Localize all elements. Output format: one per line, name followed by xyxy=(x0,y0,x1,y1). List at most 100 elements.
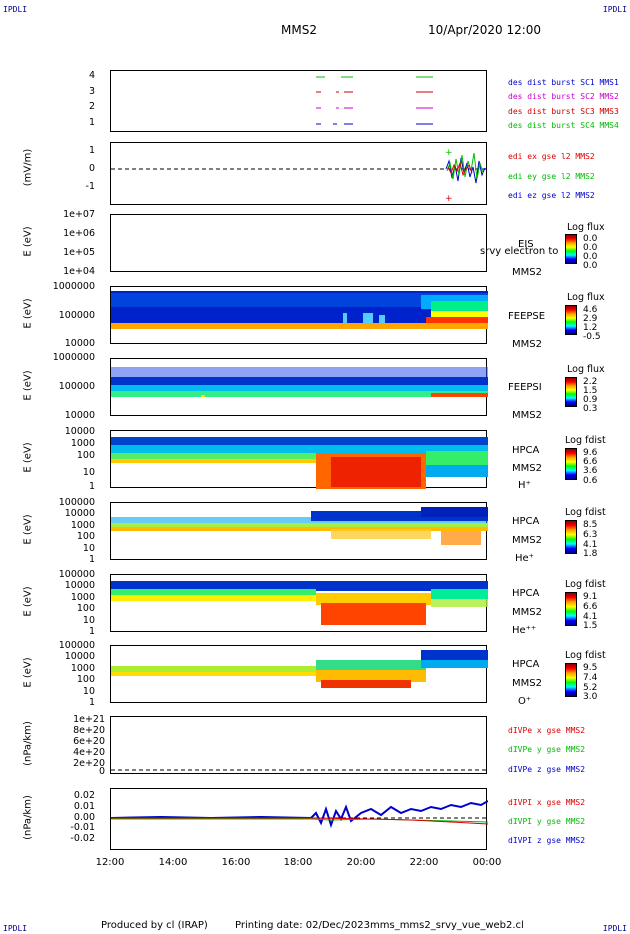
panel-feepse xyxy=(110,286,488,344)
corner-label-bottom-right: IPDLI xyxy=(602,924,627,933)
feepse-colorbar xyxy=(565,305,577,335)
hpca-h-colorbar-value: 9.6 xyxy=(583,448,598,458)
hpca-o-colorbar xyxy=(565,663,577,697)
hpca-h-ytick: 100 xyxy=(76,450,95,461)
hpca-h-species: H⁺ xyxy=(518,480,531,491)
hpca-he-species: He⁺ xyxy=(515,553,534,564)
burst-legend: des dist burst SC3 MMS3 xyxy=(508,107,619,116)
hpca-hepp-spacecraft: MMS2 xyxy=(512,607,542,618)
burst-ytick: 4 xyxy=(88,70,95,81)
hpca-hepp-ytick: 1 xyxy=(88,626,95,637)
hpca-h-ytick: 1000 xyxy=(70,438,95,449)
divpe-legend: dIVPe x gse MMS2 xyxy=(508,726,586,735)
hpca-o-ytick: 10000 xyxy=(64,651,95,662)
footer-producer: Produced by cl (IRAP) xyxy=(101,920,208,931)
x-tick-label: 12:00 xyxy=(95,857,125,868)
feepse-ytick: 10000 xyxy=(64,338,95,349)
hpca-h-colorbar-title: Log fdist xyxy=(565,435,606,446)
hpca-o-spectrogram xyxy=(111,650,488,688)
burst-ytick: 2 xyxy=(88,101,95,112)
feepsi-colorbar xyxy=(565,377,577,407)
hpca-o-colorbar-value: 7.4 xyxy=(583,673,598,683)
hpca-hepp-ytick: 10000 xyxy=(64,580,95,591)
corner-label-top-right: IPDLI xyxy=(602,5,627,14)
eis-ytick: 1e+07 xyxy=(63,209,95,220)
edi-legend: edi ey gse l2 MMS2 xyxy=(508,172,595,181)
divpi-legend: dIVPI z gse MMS2 xyxy=(508,836,586,845)
hpca-h-colorbar-value: 3.6 xyxy=(583,466,598,476)
feepsi-colorbar-value: 1.5 xyxy=(583,386,598,396)
hpca-o-ytick: 10 xyxy=(82,686,95,697)
hpca-hepp-colorbar-value: 6.6 xyxy=(583,602,598,612)
divpi-legend: dIVPI y gse MMS2 xyxy=(508,817,586,826)
feepsi-ytick: 10000 xyxy=(64,410,95,421)
hpca-he-ytick: 1000 xyxy=(70,520,95,531)
eis-colorbar-value: 0.0 xyxy=(583,243,598,253)
hpca-o-spacecraft: MMS2 xyxy=(512,678,542,689)
divpe-ytick: 8e+20 xyxy=(73,725,105,736)
hpca-h-ylabel: E (eV) xyxy=(22,442,34,473)
eis-colorbar xyxy=(565,234,577,264)
panel-hpca-hepp xyxy=(110,574,488,632)
hpca-hepp-ytick: 10 xyxy=(82,615,95,626)
eis-instrument: EIS xyxy=(518,239,534,250)
feepse-ytick: 100000 xyxy=(58,310,95,321)
divpe-ytick: 4e+20 xyxy=(73,747,105,758)
feepsi-ytick: 100000 xyxy=(58,381,95,392)
hpca-hepp-ytick: 100 xyxy=(76,603,95,614)
hpca-h-colorbar-value: 0.6 xyxy=(583,476,598,486)
divpi-ytick: -0.01 xyxy=(70,822,95,833)
feepse-spectrogram xyxy=(111,291,488,329)
feepse-colorbar-value: 1.2 xyxy=(583,323,598,333)
hpca-o-colorbar-value: 3.0 xyxy=(583,692,598,702)
x-tick-label: 16:00 xyxy=(221,857,251,868)
burst-legend: des dist burst SC2 MMS2 xyxy=(508,92,619,101)
divpe-ytick: 6e+20 xyxy=(73,736,105,747)
eis-colorbar-value: 0.0 xyxy=(583,234,598,244)
divpi-ytick: 0.00 xyxy=(73,812,95,823)
eis-colorbar-value: 0.0 xyxy=(583,261,598,271)
hpca-he-colorbar-value: 4.1 xyxy=(583,540,598,550)
feepsi-ytick: 1000000 xyxy=(52,352,95,363)
divpe-legend: dIVPe z gse MMS2 xyxy=(508,765,586,774)
eis-colorbar-value: 0.0 xyxy=(583,252,598,262)
feepsi-ylabel: E (eV) xyxy=(22,370,34,401)
edi-ylabel: (mV/m) xyxy=(22,148,34,187)
hpca-he-ytick: 10000 xyxy=(64,508,95,519)
hpca-he-spacecraft: MMS2 xyxy=(512,535,542,546)
hpca-he-colorbar-title: Log fdist xyxy=(565,507,606,518)
x-tick-label: 18:00 xyxy=(283,857,313,868)
burst-plot xyxy=(316,76,433,125)
eis-ytick: 1e+04 xyxy=(63,266,95,277)
hpca-o-ytick: 100 xyxy=(76,674,95,685)
hpca-o-colorbar-value: 5.2 xyxy=(583,683,598,693)
hpca-he-colorbar-value: 8.5 xyxy=(583,520,598,530)
panel-eis xyxy=(110,214,487,272)
eis-ytick: 1e+05 xyxy=(63,247,95,258)
hpca-hepp-instrument: HPCA xyxy=(512,588,540,599)
footer-printing-date: Printing date: 02/Dec/2023 xyxy=(235,920,371,931)
hpca-h-spacecraft: MMS2 xyxy=(512,463,542,474)
hpca-hepp-colorbar-value: 4.1 xyxy=(583,612,598,622)
burst-legend: des dist burst SC4 MMS4 xyxy=(508,121,619,130)
feepsi-instrument: FEEPSI xyxy=(508,382,542,393)
hpca-o-colorbar-title: Log fdist xyxy=(565,650,606,661)
feepsi-spacecraft: MMS2 xyxy=(512,410,542,421)
hpca-o-ytick: 1000 xyxy=(70,663,95,674)
x-tick-label: 22:00 xyxy=(409,857,439,868)
divpe-ytick: 2e+20 xyxy=(73,758,105,769)
divpi-ylabel: (nPa/km) xyxy=(22,795,34,840)
feepse-colorbar-title: Log flux xyxy=(567,292,605,303)
feepse-ylabel: E (eV) xyxy=(22,298,34,329)
feepsi-colorbar-title: Log flux xyxy=(567,364,605,375)
hpca-he-spectrogram xyxy=(111,507,488,545)
hpca-hepp-colorbar-value: 9.1 xyxy=(583,592,598,602)
hpca-hepp-colorbar-title: Log fdist xyxy=(565,579,606,590)
burst-ytick: 1 xyxy=(88,117,95,128)
hpca-he-instrument: HPCA xyxy=(512,516,540,527)
hpca-hepp-spectrogram xyxy=(111,581,488,625)
feepsi-colorbar-value: 2.2 xyxy=(583,377,598,387)
svg-text:+: + xyxy=(445,148,453,158)
x-tick-label: 20:00 xyxy=(346,857,376,868)
divpe-ytick: 0 xyxy=(98,766,105,777)
